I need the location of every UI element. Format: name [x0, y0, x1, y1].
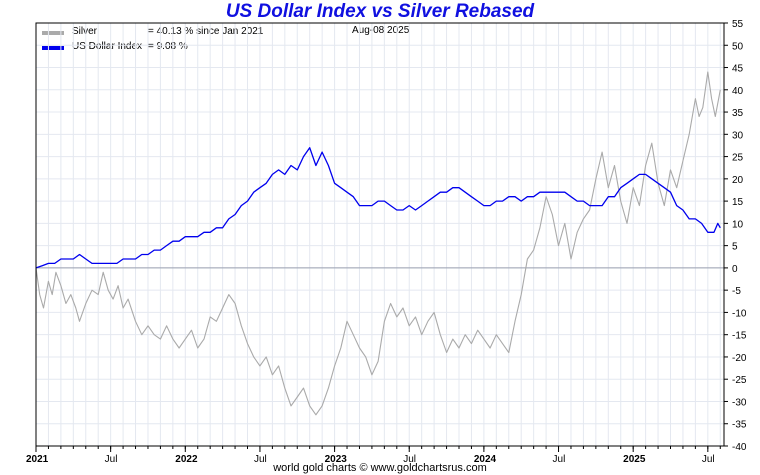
y-tick-label: 0: [732, 264, 738, 275]
series-line-usd-index: [35, 147, 721, 269]
legend-label-silver: Silver: [72, 26, 98, 37]
footer-credit: world gold charts © www.goldchartsrus.co…: [273, 462, 487, 474]
y-tick-label: 10: [732, 219, 744, 230]
y-tick-label: -15: [732, 331, 747, 342]
x-tick-label: 2021: [26, 454, 49, 465]
y-tick-label: 50: [732, 41, 744, 52]
x-tick-label: Jul: [105, 454, 118, 465]
y-tick-label: 45: [732, 64, 744, 75]
y-tick-label: -35: [732, 420, 747, 431]
legend-value-silver: = 40.13 % since Jan 2021: [148, 26, 264, 37]
y-tick-label: -30: [732, 397, 747, 408]
x-tick-label: Jul: [254, 454, 267, 465]
y-tick-label: -5: [732, 286, 741, 297]
x-tick-label: Jul: [702, 454, 715, 465]
y-tick-label: -40: [732, 442, 747, 453]
y-tick-label: 5: [732, 242, 738, 253]
chart-title: US Dollar Index vs Silver Rebased: [225, 1, 535, 22]
x-tick-label: 2025: [623, 454, 646, 465]
legend-swatch-usd: [42, 46, 64, 50]
y-tick-label: 40: [732, 86, 744, 97]
y-tick-label: 55: [732, 19, 744, 30]
x-tick-label: 2023: [325, 454, 348, 465]
x-tick-label: 2022: [175, 454, 198, 465]
grid: [35, 22, 724, 447]
axes: -40-35-30-25-20-15-10-505101520253035404…: [26, 19, 747, 465]
legend-value-usd: = 9.08 %: [148, 41, 188, 52]
x-tick-label: Jul: [403, 454, 416, 465]
y-tick-label: -25: [732, 375, 747, 386]
x-tick-label: 2024: [474, 454, 497, 465]
y-tick-label: 15: [732, 197, 744, 208]
y-tick-label: 20: [732, 175, 744, 186]
y-tick-label: -20: [732, 353, 747, 364]
y-tick-label: -10: [732, 308, 747, 319]
y-tick-label: 35: [732, 108, 744, 119]
series-lines: [35, 71, 721, 416]
chart-date: Aug-08 2025: [352, 25, 410, 36]
legend-swatch-silver: [42, 31, 64, 35]
x-tick-label: Jul: [553, 454, 566, 465]
plot-frame: [35, 22, 725, 447]
y-tick-label: 30: [732, 130, 744, 141]
legend-label-usd: US Dollar Index: [72, 41, 143, 52]
series-line-silver: [35, 71, 721, 416]
y-tick-label: 25: [732, 153, 744, 164]
